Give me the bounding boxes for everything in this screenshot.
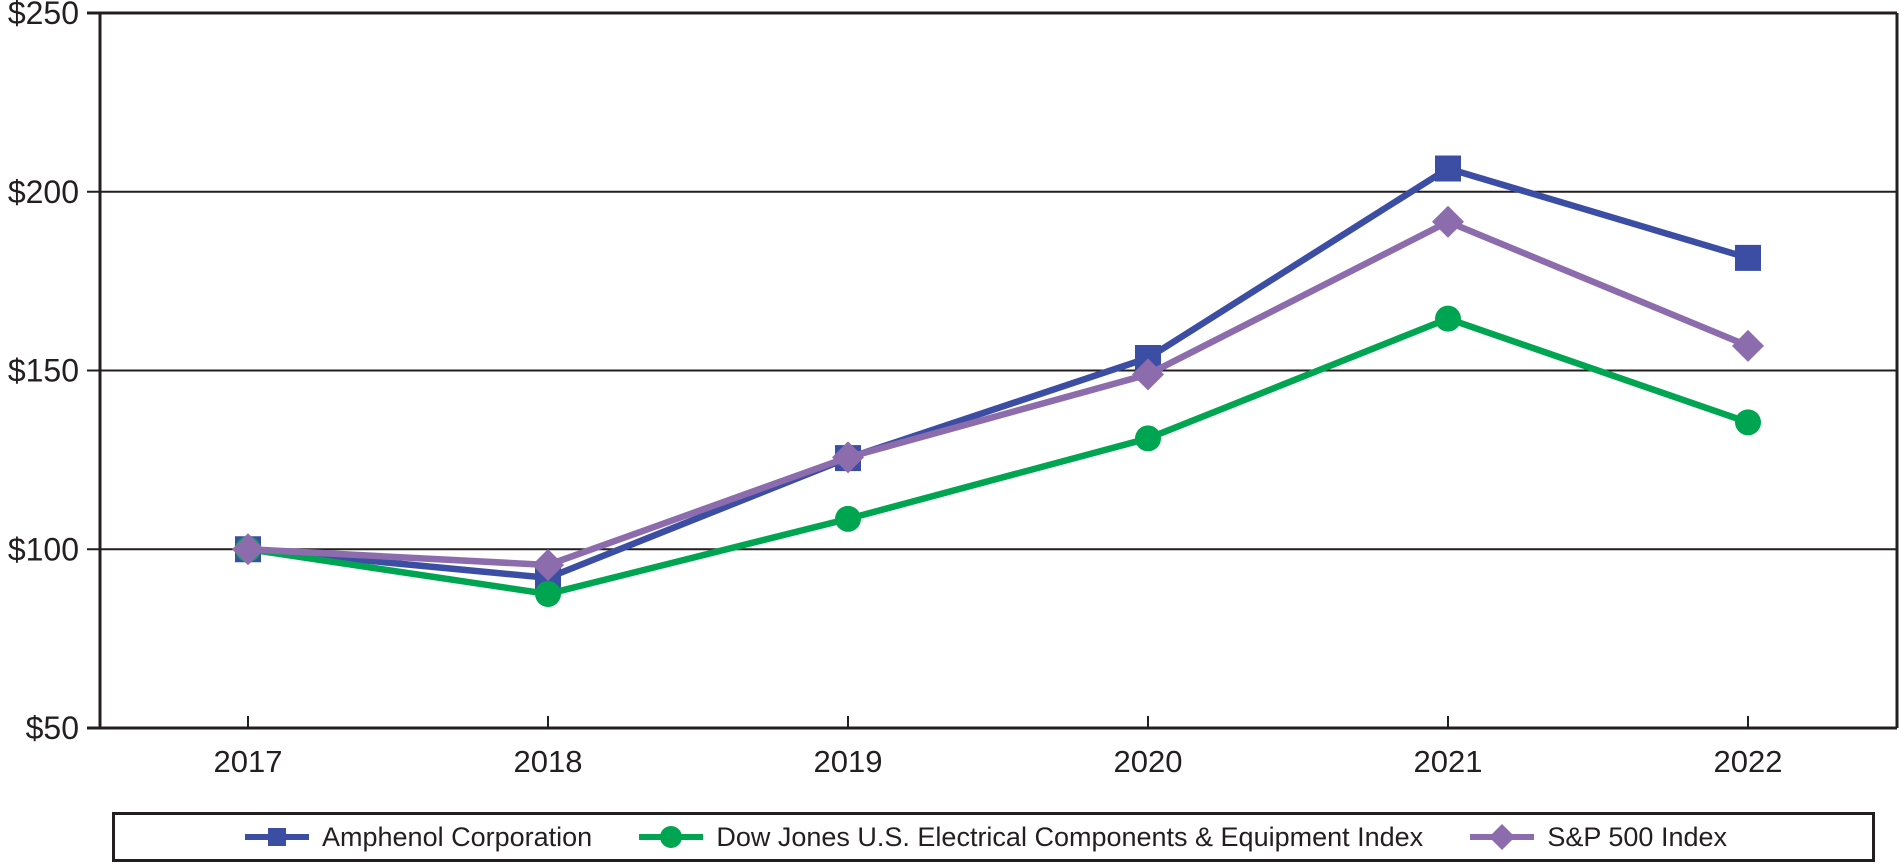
series-line [247,164,1749,582]
data-point-circle-marker [835,505,861,532]
data-point-square-marker [1735,244,1761,271]
series-line [247,218,1750,569]
x-axis-tick-label: 2020 [1114,744,1183,779]
legend-item-amphenol: Amphenol Corporation [245,820,592,854]
data-point-square-marker [1435,155,1461,182]
legend-square-marker-icon [245,828,309,846]
x-axis-tick-label: 2021 [1414,744,1483,779]
y-axis-tick-label: $100 [8,531,79,567]
x-axis-tick-label: 2019 [814,744,883,779]
data-point-diamond-marker [232,533,264,566]
data-point-diamond-marker [1432,205,1464,238]
series-line [247,315,1750,598]
legend-diamond-marker-icon [1470,824,1535,850]
legend-label-dow-jones: Dow Jones U.S. Electrical Components & E… [716,821,1424,852]
x-axis-tick-label: 2022 [1714,744,1783,779]
y-axis-tick-label: $150 [8,353,79,389]
y-axis-tick-label: $200 [8,174,79,210]
legend-item-dow-jones: Dow Jones U.S. Electrical Components & E… [639,820,1423,854]
data-point-circle-marker [535,580,561,607]
data-point-diamond-marker [1132,358,1164,391]
chart-canvas: $250 $200 $150 $100 $50 2017 2018 2019 2020 2021 2… [8,0,1899,779]
data-point-circle-marker [1135,425,1161,452]
data-point-diamond-marker [1732,329,1764,362]
y-axis-tick-label: $250 [8,0,79,31]
legend-circle-marker-icon [639,826,704,848]
legend-item-sp500: S&P 500 Index [1470,820,1727,854]
x-axis-tick-label: 2018 [514,744,583,779]
chart-legend: Amphenol Corporation Dow Jones U.S. Elec… [112,812,1875,862]
y-axis-tick-label: $50 [26,710,79,746]
legend-label-sp500: S&P 500 Index [1547,821,1727,852]
legend-label-amphenol: Amphenol Corporation [322,821,593,852]
x-axis-tick-label: 2017 [214,744,283,779]
data-point-circle-marker [1435,305,1461,332]
data-point-diamond-marker [832,441,864,474]
data-point-circle-marker [1735,409,1761,436]
data-point-diamond-marker [532,548,564,581]
